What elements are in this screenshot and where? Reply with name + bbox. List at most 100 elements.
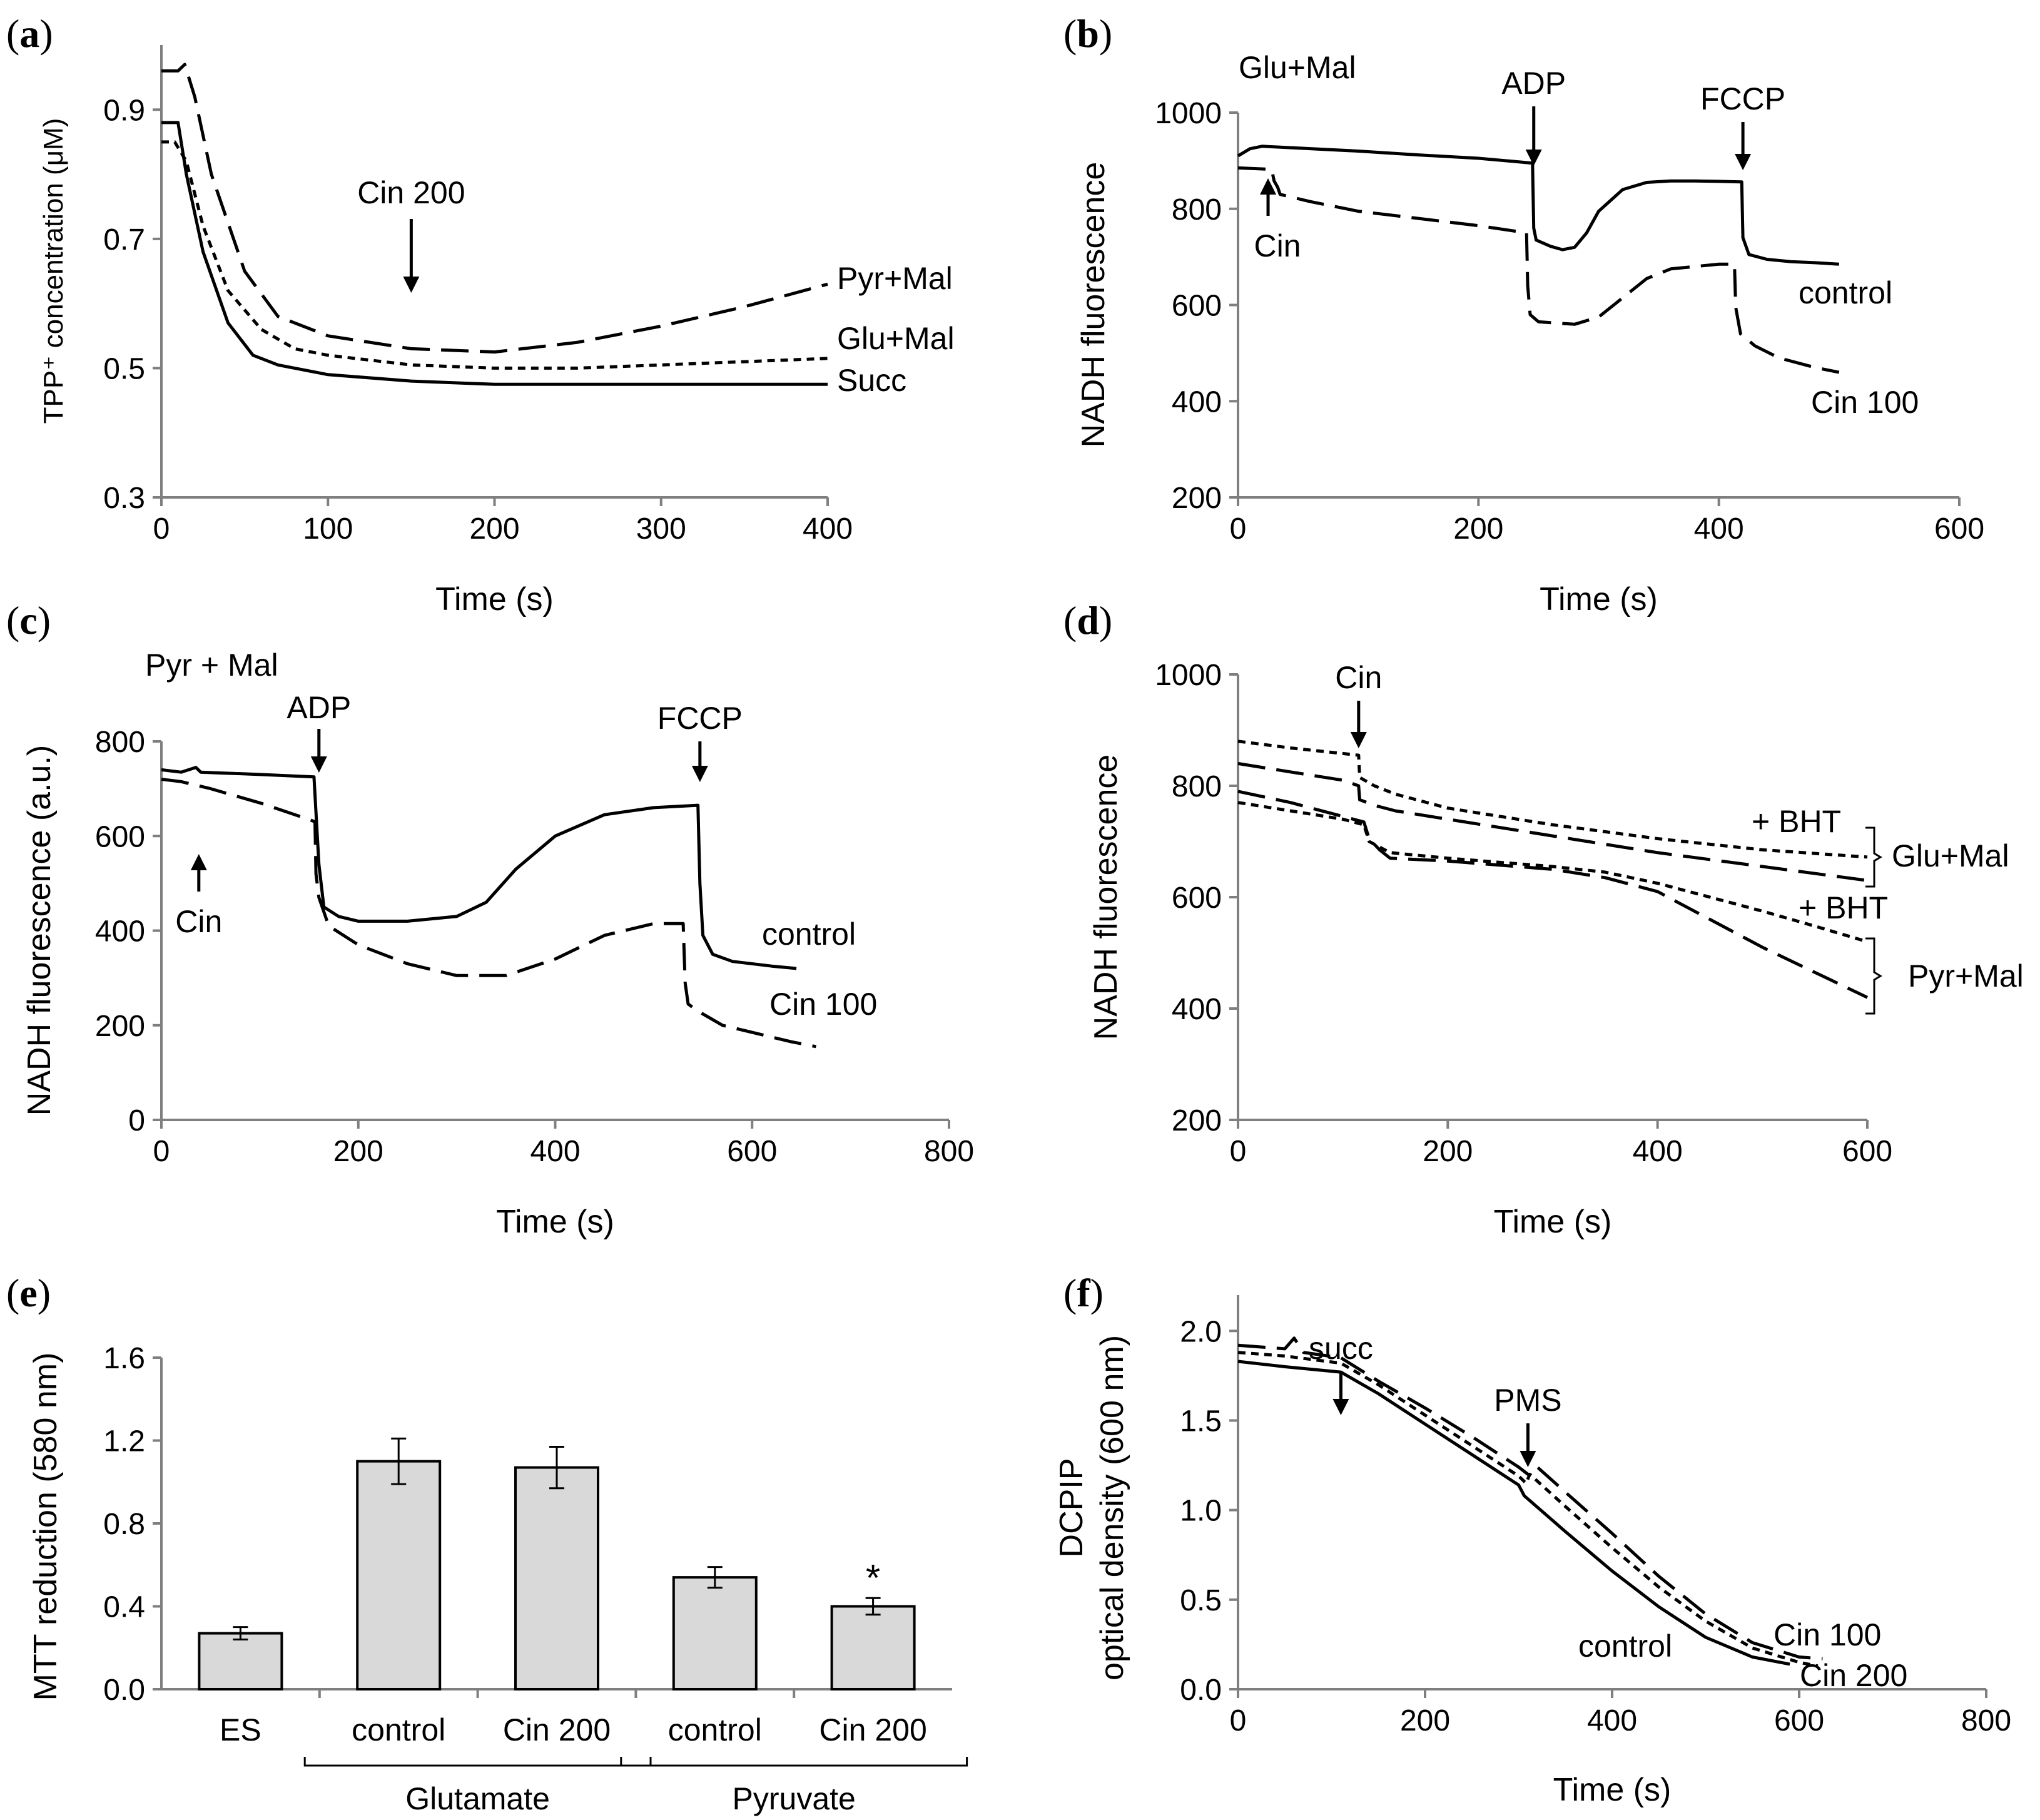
- y-tick-label: 0.7: [103, 223, 145, 257]
- x-tick-label: 200: [1453, 512, 1503, 546]
- category-label: Cin 200: [819, 1712, 926, 1747]
- series-label-cin-100: Cin 100: [1811, 385, 1919, 420]
- arrow-down-icon: [1332, 1399, 1349, 1415]
- x-tick-label: 200: [1400, 1704, 1450, 1737]
- y-axis-title: NADH fluorescence: [1075, 162, 1112, 448]
- panel-label-e: (e): [6, 1271, 51, 1315]
- x-tick-label: 0: [153, 512, 170, 546]
- bracket: [1865, 937, 1882, 1015]
- series-line-glu-mal: [161, 140, 828, 370]
- y-axis-title: TPP⁺ concentration (μM): [38, 118, 69, 424]
- y-tick-label: 200: [95, 1010, 145, 1043]
- category-label: Cin 200: [503, 1712, 611, 1747]
- annotation-cin: Cin: [1335, 660, 1382, 695]
- series-line-cin-100: [161, 778, 816, 1049]
- bar: [514, 1466, 599, 1690]
- y-tick-label: 0.5: [1180, 1584, 1222, 1617]
- arrow-up-icon: [190, 854, 207, 870]
- y-tick-label: 200: [1172, 482, 1222, 515]
- x-tick-label: 400: [1694, 512, 1744, 546]
- x-tick-label: 0: [153, 1135, 170, 1168]
- y-tick-label: 800: [1172, 193, 1222, 226]
- x-tick-label: 800: [924, 1135, 974, 1168]
- x-tick-label: 800: [1961, 1704, 2011, 1737]
- x-tick-label: 0: [1230, 512, 1247, 546]
- series-label-cin-100: Cin 100: [769, 987, 877, 1022]
- y-tick-label: 0.3: [103, 482, 145, 515]
- series-line-cin-100: [1237, 166, 1840, 374]
- panel-label-d: (d): [1063, 598, 1112, 643]
- x-tick-label: 200: [469, 512, 519, 546]
- series-label-succ: Succ: [837, 363, 906, 398]
- panel-a: (a) 0 100 200 300 400 0.3 0.5 0.7 0.9 Time (s) TPP⁺…: [6, 11, 955, 618]
- y-tick-label: 400: [1172, 385, 1222, 419]
- series-line-cin-200: [1237, 1351, 1819, 1668]
- y-tick-label: 1.2: [103, 1425, 145, 1458]
- series-line-glu-mal-bht: [1237, 740, 1868, 859]
- series-line-control: [161, 766, 797, 970]
- annotation-pyr-mal: Pyr+Mal: [1908, 958, 2024, 994]
- substrate-label: Pyr + Mal: [145, 648, 278, 683]
- y-tick-label: 0.0: [103, 1674, 145, 1707]
- arrow-down-icon: [403, 277, 420, 293]
- panel-label-f: (f): [1063, 1271, 1104, 1315]
- bar: [830, 1605, 916, 1690]
- y-tick-label: 0.4: [103, 1591, 145, 1624]
- y-tick-label: 600: [1172, 290, 1222, 323]
- annotation-bht-pyr: + BHT: [1799, 890, 1888, 925]
- y-tick-label: 2.0: [1180, 1315, 1222, 1348]
- y-tick-label: 200: [1172, 1104, 1222, 1137]
- panel-label-b: (b): [1063, 11, 1112, 56]
- panel-c: (c) 0 200 400 600 800 0 200 400 600 800 Time (s) NAD…: [6, 598, 974, 1240]
- y-tick-label: 600: [1172, 882, 1222, 915]
- y-tick-label: 0.9: [103, 94, 145, 127]
- x-tick-label: 300: [636, 512, 686, 546]
- y-tick-label: 0.5: [103, 352, 145, 385]
- series-label-control: control: [762, 917, 856, 952]
- x-tick-label: 400: [530, 1135, 580, 1168]
- x-tick-label: 400: [1633, 1135, 1683, 1168]
- series-line-succ: [161, 121, 828, 386]
- arrow-up-icon: [1260, 178, 1277, 195]
- x-axis-title: Time (s): [1553, 1772, 1672, 1808]
- category-label: ES: [220, 1712, 261, 1747]
- x-tick-label: 600: [1842, 1135, 1892, 1168]
- y-axis-title-line-1: DCPIP: [1053, 1458, 1090, 1558]
- x-tick-label: 0: [1230, 1135, 1247, 1168]
- y-tick-label: 1.6: [103, 1342, 145, 1375]
- annotation-fccp: FCCP: [657, 701, 743, 736]
- panel-f: (f) 0 200 400 600 800 0.0 0.5 1.0 1.5 2.0 Time (s) D…: [1053, 1271, 2011, 1808]
- series-label-pyr-mal: Pyr+Mal: [837, 261, 953, 296]
- series-line-pyr-mal: [1237, 790, 1869, 999]
- y-tick-label: 1000: [1155, 97, 1222, 130]
- panel-label-c: (c): [6, 598, 51, 643]
- x-tick-label: 400: [803, 512, 853, 546]
- category-label: control: [352, 1712, 445, 1747]
- y-tick-label: 600: [95, 820, 145, 853]
- x-tick-label: 600: [727, 1135, 777, 1168]
- x-tick-label: 600: [1774, 1704, 1824, 1737]
- arrow-down-icon: [1735, 154, 1752, 170]
- series-line-control: [1237, 145, 1839, 266]
- y-tick-label: 1.0: [1180, 1495, 1222, 1528]
- group-bracket: [620, 1757, 968, 1767]
- series-line-pyr-mal-bht: [1237, 801, 1868, 943]
- x-tick-label: 200: [1423, 1135, 1473, 1168]
- panel-label-a: (a): [6, 11, 53, 56]
- y-tick-label: 400: [95, 915, 145, 948]
- y-tick-label: 1000: [1155, 659, 1222, 692]
- annotation-adp: ADP: [1501, 66, 1566, 101]
- group-label: Pyruvate: [733, 1781, 856, 1816]
- series-label-control: control: [1578, 1629, 1672, 1664]
- y-tick-label: 800: [1172, 770, 1222, 803]
- y-tick-label: 0.8: [103, 1508, 145, 1541]
- x-axis-title: Time (s): [1540, 581, 1658, 618]
- annotation-cin-200: Cin 200: [357, 175, 465, 210]
- series-line-control: [1237, 1360, 1790, 1666]
- substrate-label: Glu+Mal: [1239, 50, 1356, 85]
- annotation-fccp: FCCP: [1700, 81, 1785, 116]
- bracket: [1865, 826, 1882, 888]
- y-axis-title-line-2: optical density (600 nm): [1094, 1335, 1130, 1680]
- group-bracket: [303, 1757, 652, 1767]
